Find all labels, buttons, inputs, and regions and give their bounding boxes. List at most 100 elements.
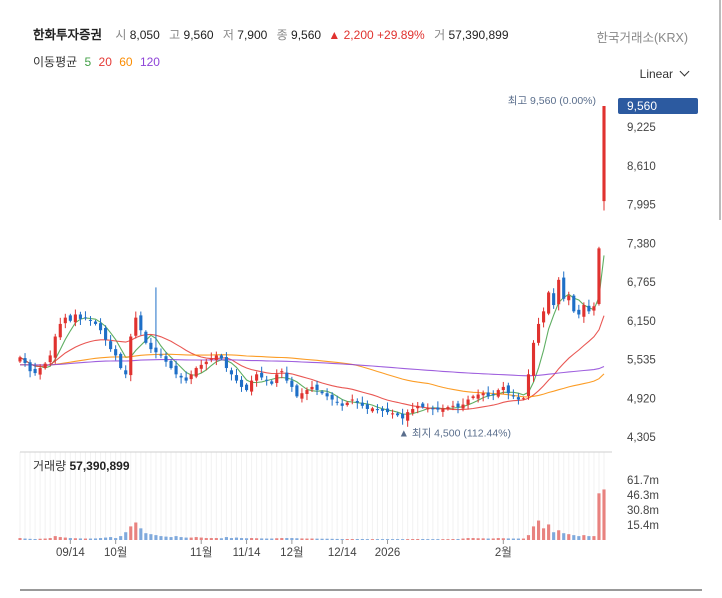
volume-bar bbox=[335, 538, 339, 540]
volume-bar bbox=[88, 538, 93, 540]
volume-bar bbox=[109, 537, 113, 540]
candle-body bbox=[431, 408, 435, 410]
candle-body bbox=[547, 292, 551, 314]
volume-bar bbox=[159, 536, 163, 540]
candle-body bbox=[224, 357, 228, 369]
volume-bar bbox=[119, 536, 123, 540]
volume-bar bbox=[521, 538, 526, 540]
ma-60-line bbox=[19, 353, 605, 398]
volume-bar bbox=[385, 539, 390, 540]
price-tick-label: 6,765 bbox=[627, 277, 656, 289]
volume-bar bbox=[426, 539, 430, 540]
volume-bar bbox=[290, 538, 294, 540]
volume-bar bbox=[552, 532, 556, 540]
volume-bar bbox=[18, 538, 22, 540]
volume-bar bbox=[234, 537, 239, 540]
volume-bar bbox=[375, 539, 380, 540]
volume-bar bbox=[194, 537, 198, 540]
volume-bar bbox=[486, 538, 490, 540]
candle-body bbox=[270, 381, 274, 384]
candle-body bbox=[149, 342, 153, 350]
price-tick-label: 7,995 bbox=[627, 200, 656, 212]
candle-body bbox=[189, 374, 193, 380]
volume-bar bbox=[597, 493, 601, 540]
candle-body bbox=[320, 391, 324, 394]
candle-body bbox=[33, 368, 37, 374]
volume-bar bbox=[396, 539, 400, 540]
volume-bar bbox=[531, 526, 536, 540]
candle-body bbox=[411, 408, 415, 413]
candle-body bbox=[119, 353, 123, 369]
candle-body bbox=[244, 384, 249, 391]
moving-average-label: 이동평균 bbox=[33, 55, 78, 69]
last-price-tag bbox=[618, 98, 698, 114]
volume-bar bbox=[592, 536, 596, 540]
close-value: 9,560 bbox=[291, 28, 322, 42]
ma-20-line bbox=[19, 315, 605, 411]
ma-5-label[interactable]: 5 bbox=[84, 55, 92, 69]
volume-bar bbox=[265, 538, 269, 540]
candle-body bbox=[239, 379, 244, 387]
candle-body bbox=[416, 405, 420, 409]
candle-body bbox=[536, 323, 541, 343]
volume-bar bbox=[441, 539, 445, 540]
volume-bar bbox=[496, 538, 500, 540]
candle-body bbox=[204, 361, 208, 365]
candle-body bbox=[335, 401, 339, 403]
candle-body bbox=[169, 360, 173, 369]
open-value: 8,050 bbox=[129, 28, 160, 42]
volume-bar bbox=[53, 536, 57, 540]
candle-body bbox=[310, 386, 314, 390]
price-tick-label: 5,535 bbox=[627, 355, 656, 367]
volume-bar bbox=[98, 538, 103, 540]
volume-bar bbox=[446, 539, 450, 540]
candle-body bbox=[577, 309, 581, 315]
volume-bar bbox=[179, 537, 183, 540]
last-price-label: 9,560 bbox=[627, 99, 657, 113]
candle-body bbox=[390, 413, 395, 415]
volume-bar bbox=[58, 537, 62, 540]
candle-body bbox=[88, 319, 93, 321]
candle-body bbox=[18, 357, 22, 362]
volume-bar bbox=[300, 538, 304, 540]
volume-tick-label: 61.7m bbox=[627, 475, 659, 487]
volume-bar bbox=[476, 538, 480, 540]
x-tick-label: 2월 bbox=[495, 546, 512, 559]
volume-bar bbox=[229, 538, 234, 540]
price-tick-label: 8,610 bbox=[627, 161, 656, 173]
volume-bar bbox=[506, 538, 510, 540]
ma-20-label[interactable]: 20 bbox=[98, 55, 112, 69]
ma-60-label[interactable]: 60 bbox=[119, 55, 133, 69]
candle-body bbox=[325, 393, 329, 397]
candle-body bbox=[441, 408, 445, 412]
candle-body bbox=[587, 305, 591, 312]
candle-body bbox=[330, 394, 334, 400]
x-tick-label: 10월 bbox=[104, 546, 127, 559]
candle-body bbox=[350, 399, 354, 401]
candle-body bbox=[506, 385, 510, 394]
ma-120-label[interactable]: 120 bbox=[139, 55, 160, 69]
volume-bar bbox=[189, 537, 193, 540]
candle-body bbox=[436, 407, 440, 410]
candle-body bbox=[179, 375, 183, 378]
close-label: 종 bbox=[276, 28, 288, 42]
candle-body bbox=[114, 349, 118, 356]
candle-body bbox=[531, 342, 536, 376]
candlesticks bbox=[18, 106, 606, 427]
volume-bar bbox=[325, 538, 329, 540]
scale-dropdown[interactable]: Linear bbox=[640, 66, 690, 81]
candle-body bbox=[597, 248, 601, 305]
volume-bar bbox=[23, 538, 27, 540]
volume-bars bbox=[18, 489, 606, 540]
annotations: 최고 9,560 (0.00%) ▲ 최지 4,500 (112.44%) bbox=[399, 95, 596, 440]
candle-body bbox=[159, 354, 163, 356]
volume-bar bbox=[174, 536, 178, 540]
moving-average-legend: 이동평균 5 20 60 120 bbox=[33, 53, 164, 70]
volume-bar bbox=[219, 538, 223, 540]
volume-bar bbox=[320, 538, 324, 540]
candle-body bbox=[582, 305, 586, 317]
volume-bar bbox=[602, 489, 606, 540]
volume-bar bbox=[124, 532, 128, 540]
candle-body bbox=[426, 408, 430, 410]
